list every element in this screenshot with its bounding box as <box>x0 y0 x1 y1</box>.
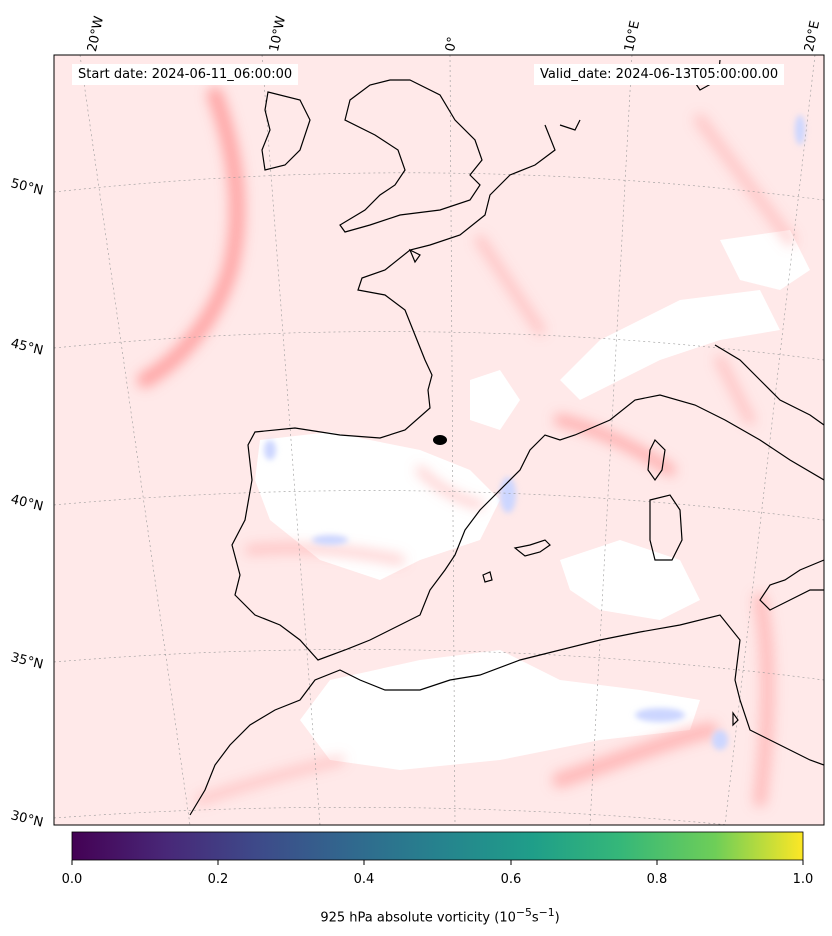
colorbar-tick-label: 1.0 <box>792 872 814 887</box>
map-border <box>53 54 825 826</box>
valid-date-label: Valid_date: 2024-06-13T05:00:00.00 <box>534 64 785 85</box>
colorbar-title-exp1: −5 <box>515 906 532 919</box>
map-area <box>54 55 824 825</box>
colorbar-tick-label: 0.2 <box>207 872 229 887</box>
coastlines <box>189 59 824 816</box>
colorbar-title: 925 hPa absolute vorticity (10−5s−1) <box>0 906 832 925</box>
positive-vorticity-bands <box>137 87 796 807</box>
colorbar-gradient <box>71 831 804 861</box>
graticule <box>54 55 824 825</box>
colorbar-tick-label: 0.8 <box>646 872 668 887</box>
colorbar-title-exp2: −1 <box>538 906 555 919</box>
colorbar-tick-label: 0.0 <box>61 872 83 887</box>
colorbar-tick-label: 0.6 <box>500 872 522 887</box>
negative-vorticity-patches <box>264 115 805 750</box>
colorbar-ticks <box>71 860 804 865</box>
colorbar-title-prefix: 925 hPa absolute vorticity (10 <box>320 910 516 926</box>
colorbar-tick-label: 0.4 <box>353 872 375 887</box>
colorbar-title-mid: s <box>531 910 539 926</box>
colorbar-title-suffix: ) <box>554 910 560 926</box>
location-marker <box>433 435 447 445</box>
lon-tick-0: 0° <box>443 35 461 54</box>
start-date-label: Start date: 2024-06-11_06:00:00 <box>72 64 299 85</box>
